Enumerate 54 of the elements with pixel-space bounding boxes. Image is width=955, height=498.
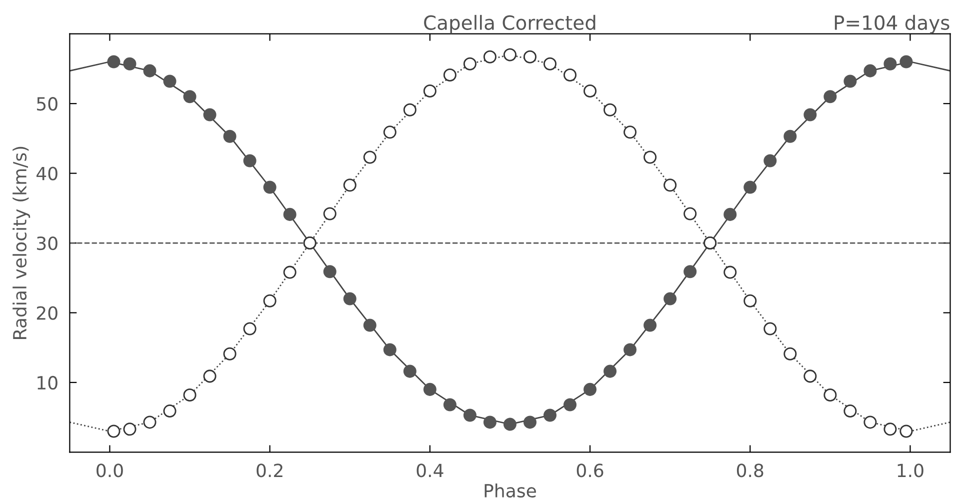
point [123, 57, 136, 70]
point [183, 90, 196, 104]
point [584, 382, 597, 396]
point [884, 57, 897, 70]
point [343, 292, 356, 306]
point [604, 364, 617, 378]
x-tick-label: 0.6 [576, 464, 604, 478]
point [203, 108, 216, 122]
point [864, 64, 877, 78]
point [724, 208, 737, 221]
x-tick-label: 0.4 [416, 464, 444, 478]
y-tick-label: 50 [37, 97, 58, 111]
point [503, 418, 516, 431]
point [543, 408, 556, 422]
point [784, 130, 797, 143]
point [383, 343, 396, 356]
y-axis-title: Radial velocity (km/s) [12, 146, 30, 339]
x-tick-label: 0.8 [736, 464, 764, 478]
x-axis-title: Phase [484, 484, 536, 498]
point [423, 382, 436, 396]
point [824, 90, 837, 104]
point [664, 292, 677, 306]
point [363, 318, 376, 332]
text: P=104 days [834, 14, 950, 34]
point [107, 55, 120, 68]
point [243, 154, 256, 168]
point [744, 180, 757, 194]
chart-title: Capella Corrected [424, 14, 596, 34]
point [684, 265, 697, 278]
x-tick-label: 0.2 [256, 464, 282, 478]
point [263, 180, 276, 194]
point [764, 154, 777, 168]
point [483, 416, 496, 429]
point [323, 265, 336, 278]
point [463, 408, 476, 422]
point [143, 64, 156, 78]
point [283, 208, 296, 221]
point [163, 74, 176, 88]
point [443, 398, 456, 412]
point [624, 343, 637, 356]
point [844, 74, 857, 88]
x-tick-label: 0.0 [96, 464, 123, 478]
y-tick-label: 10 [38, 376, 58, 390]
point [403, 364, 416, 378]
point [644, 318, 657, 332]
y-tick-label: 40 [36, 166, 58, 180]
point [564, 398, 577, 412]
point [223, 130, 236, 143]
point [523, 416, 536, 429]
point [804, 108, 817, 122]
y-tick-label: 20 [36, 306, 58, 320]
x-tick-label: 1.0 [898, 464, 924, 478]
y-tick-label: 30 [37, 236, 58, 250]
point [900, 55, 913, 68]
